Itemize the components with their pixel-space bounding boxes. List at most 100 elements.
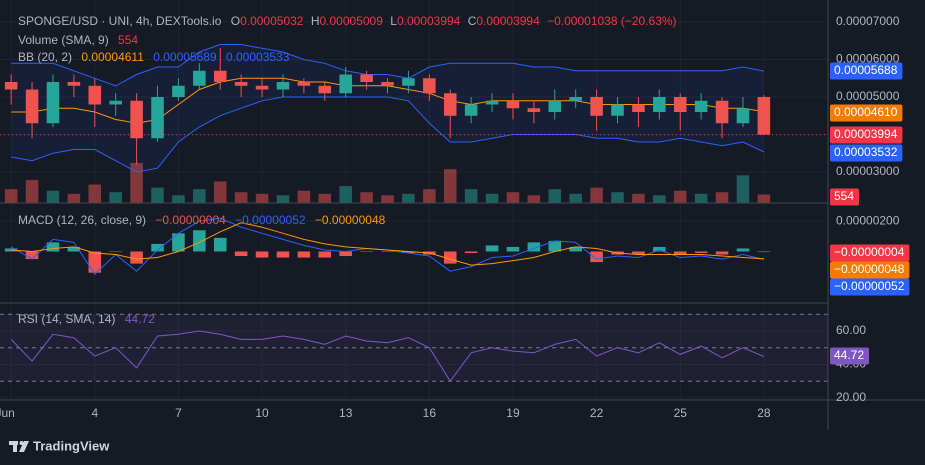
volume-bar [423, 189, 436, 203]
volume-bar [88, 184, 102, 203]
volume-bar [381, 195, 394, 203]
price-badge-label: −0.00000052 [834, 279, 905, 293]
y-tick-label: 0.00006000 [836, 52, 900, 66]
bb-basis: 0.00004611 [81, 50, 144, 64]
ohlc-value: 0.00005009 [320, 14, 384, 28]
bb-upper: 0.00005689 [153, 50, 217, 64]
price-badge-label: 0.00005688 [834, 63, 898, 77]
volume-bar [318, 193, 332, 203]
volume-bar [4, 189, 18, 203]
macd-histogram-bar [653, 246, 666, 252]
candle-body [360, 74, 373, 83]
macd-histogram-bar [109, 251, 122, 252]
macd-value: −0.00000052 [235, 213, 306, 227]
candle-body [172, 85, 185, 98]
y-tick-label: 0.00000200 [836, 213, 900, 227]
candle-body [611, 104, 624, 116]
volume-bar [172, 195, 185, 203]
candle-body [673, 97, 687, 112]
symbol-legend: SPONGE/USD · UNI, 4h, DEXTools.io O0.000… [18, 14, 677, 28]
bb-upper-line [11, 44, 764, 87]
volume-bar [402, 193, 415, 203]
y-tick-label: 60.00 [836, 323, 866, 337]
macd-histogram-bar [736, 248, 750, 252]
macd-legend: MACD (12, 26, close, 9) −0.00000004 −0.0… [18, 213, 386, 227]
macd-histogram-bar [297, 251, 311, 258]
macd-histogram-bar [130, 251, 143, 264]
price-badge [830, 278, 910, 296]
volume-bar [527, 195, 541, 203]
price-badge [830, 188, 860, 206]
candle-body [25, 89, 39, 124]
symbol-title: SPONGE/USD · UNI, 4h, DEXTools.io [18, 14, 222, 28]
y-tick-label: 0.00007000 [836, 14, 900, 28]
ohlc-value: 0.00005032 [240, 14, 304, 28]
candle-body [109, 100, 122, 105]
candle-body [67, 82, 81, 86]
volume-bar [736, 175, 750, 203]
signal-value: −0.00000048 [315, 213, 386, 227]
macd-histogram-bar [757, 251, 771, 253]
y-tick-label: 0.00003000 [836, 164, 900, 178]
volume-bar [443, 169, 457, 203]
candle-body [632, 104, 645, 112]
candle-body [736, 108, 750, 124]
macd-histogram-bar [4, 248, 18, 252]
candle-body [590, 97, 603, 116]
logo-part [19, 441, 24, 445]
price-badge [830, 261, 910, 279]
rsi-line [10, 330, 765, 383]
candle-body [443, 93, 457, 116]
price-badge-label: 0.00003994 [834, 127, 898, 141]
x-tick-label: 4 [91, 406, 98, 420]
volume-bar [485, 193, 499, 203]
macd-histogram-bar [234, 251, 248, 257]
macd-histogram-bar [590, 251, 603, 263]
candle-body [318, 85, 332, 94]
price-badge [830, 244, 910, 262]
volume-bar [25, 179, 39, 203]
change: −0.00001038 (−20.63%) [547, 14, 676, 28]
price-badge [830, 144, 903, 162]
candle-body [297, 82, 311, 86]
macd-histogram-bar [402, 251, 415, 253]
candle-body [4, 82, 18, 90]
macd-histogram-bar [88, 251, 102, 273]
candle-body [46, 82, 60, 124]
x-tick-label: 19 [506, 406, 520, 420]
volume-legend: Volume (SMA, 9) 554 [18, 33, 138, 47]
volume-bar [297, 190, 311, 203]
y-tick-label: 0.00005000 [836, 89, 900, 103]
macd-histogram-bar [485, 245, 499, 252]
volume-bar [694, 193, 708, 203]
candle-body [527, 108, 541, 112]
volume-bar [757, 194, 771, 203]
macd-histogram-bar [673, 251, 687, 255]
candle-body [715, 100, 729, 124]
candle-body [339, 74, 352, 94]
candle-body [757, 97, 771, 135]
x-tick-label: 16 [423, 406, 437, 420]
bb-lower: 0.00003533 [226, 50, 290, 64]
candle-body [130, 100, 143, 139]
macd-histogram-bar [632, 251, 645, 255]
macd-histogram-bar [506, 246, 520, 252]
macd-histogram-bar [569, 246, 582, 252]
candle-body [88, 85, 102, 105]
volume-bar [109, 192, 122, 203]
tradingview-logo: TradingView [9, 438, 110, 453]
y-tick-label: 20.00 [836, 390, 866, 404]
x-tick-label: 13 [339, 406, 353, 420]
volume-bar [673, 190, 687, 203]
candle-body [569, 97, 582, 101]
price-badge-label: 0.00004610 [834, 105, 898, 119]
volume-bar [569, 193, 582, 203]
macd-histogram-bar [25, 251, 39, 260]
volume-bar [506, 192, 520, 203]
candle-body [381, 82, 394, 86]
candle-body [151, 97, 164, 139]
ohlc-key: O [231, 14, 240, 28]
macd-histogram-bar [694, 251, 708, 253]
macd-histogram-bar [193, 230, 206, 252]
